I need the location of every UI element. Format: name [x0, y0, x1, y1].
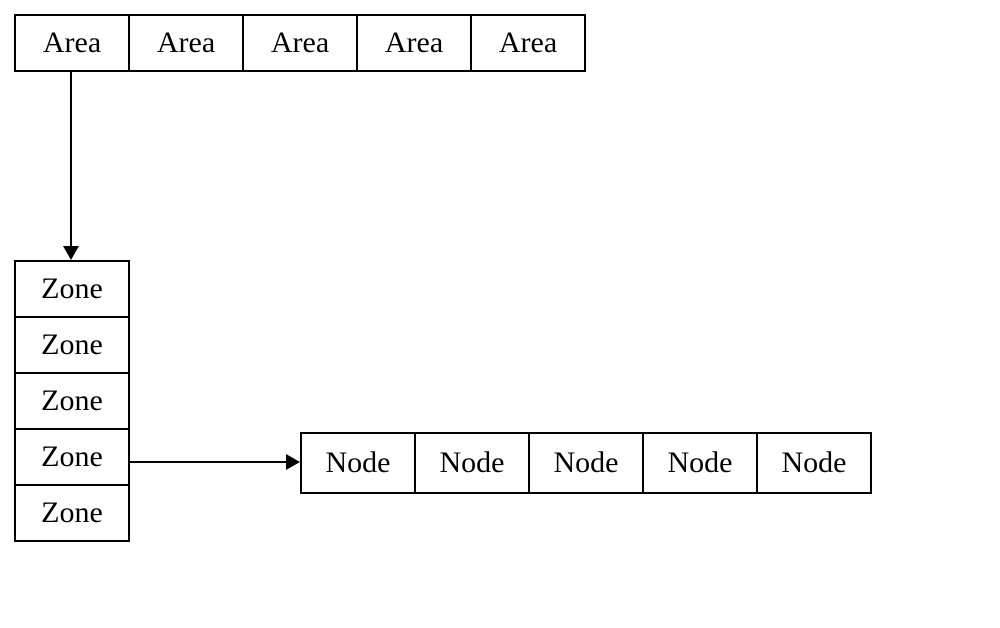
- area-cell: Area: [356, 14, 472, 72]
- area-cell: Area: [128, 14, 244, 72]
- area-label: Area: [157, 26, 215, 60]
- node-label: Node: [782, 446, 847, 480]
- zone-label: Zone: [41, 440, 103, 474]
- area-label: Area: [385, 26, 443, 60]
- area-cell: Area: [242, 14, 358, 72]
- node-label: Node: [554, 446, 619, 480]
- zone-label: Zone: [41, 384, 103, 418]
- arrow-head-right-icon: [286, 454, 300, 470]
- node-cell: Node: [528, 432, 644, 494]
- zone-cell: Zone: [14, 316, 130, 374]
- area-label: Area: [271, 26, 329, 60]
- zone-label: Zone: [41, 272, 103, 306]
- arrow-zone-to-node: [130, 461, 288, 463]
- zone-cell: Zone: [14, 260, 130, 318]
- zone-label: Zone: [41, 496, 103, 530]
- arrow-head-down-icon: [63, 246, 79, 260]
- node-label: Node: [326, 446, 391, 480]
- arrow-area-to-zone: [70, 72, 72, 248]
- area-cell: Area: [470, 14, 586, 72]
- node-cell: Node: [756, 432, 872, 494]
- area-label: Area: [43, 26, 101, 60]
- area-label: Area: [499, 26, 557, 60]
- zone-label: Zone: [41, 328, 103, 362]
- zone-cell: Zone: [14, 372, 130, 430]
- node-label: Node: [440, 446, 505, 480]
- node-cell: Node: [642, 432, 758, 494]
- area-cell: Area: [14, 14, 130, 72]
- node-cell: Node: [414, 432, 530, 494]
- node-label: Node: [668, 446, 733, 480]
- zone-cell: Zone: [14, 428, 130, 486]
- zone-cell: Zone: [14, 484, 130, 542]
- node-cell: Node: [300, 432, 416, 494]
- diagram-canvas: Area Area Area Area Area Zone Zone Zone …: [0, 0, 1000, 628]
